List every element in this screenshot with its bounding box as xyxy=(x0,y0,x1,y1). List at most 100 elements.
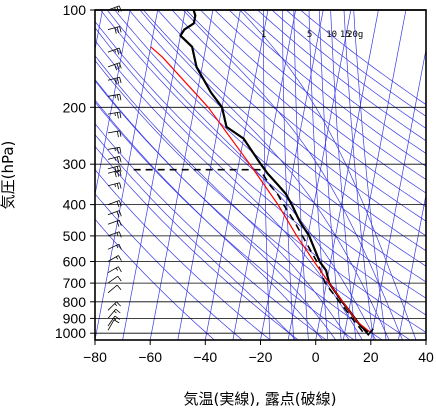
dry-adiabat xyxy=(143,10,426,252)
wind-barb-feather xyxy=(117,147,119,154)
isotherm-line xyxy=(425,338,426,340)
wind-barb-feather xyxy=(115,267,119,271)
wind-barb-staff xyxy=(107,200,120,205)
x-tick-label: 20 xyxy=(363,349,379,365)
wind-barb xyxy=(107,266,122,274)
mixing-ratio-label: 10 xyxy=(326,30,337,40)
wind-barb-feather xyxy=(117,131,119,138)
moist-adiabat xyxy=(182,10,403,340)
wind-barb xyxy=(107,319,120,331)
wind-barb-feather xyxy=(116,284,122,290)
wind-barb-feather xyxy=(114,166,117,173)
moist-adiabat xyxy=(106,10,377,340)
y-tick-label: 300 xyxy=(63,156,87,172)
mixing-ratio-line xyxy=(293,10,309,340)
wind-barb xyxy=(107,308,121,319)
dry-adiabat xyxy=(114,10,426,283)
wind-barb-staff xyxy=(107,130,120,134)
moist-adiabat xyxy=(239,10,417,340)
wind-barb-feather xyxy=(116,245,119,249)
mixing-ratio-line xyxy=(263,10,271,340)
moist-adiabat xyxy=(95,55,350,340)
wind-barb xyxy=(107,111,122,119)
wind-barb-staff xyxy=(107,47,120,53)
wind-barb-staff xyxy=(107,165,120,170)
isotherm-line xyxy=(398,192,426,340)
dry-adiabat xyxy=(200,10,426,194)
wind-barb-feather xyxy=(119,147,122,154)
wind-barb-feather xyxy=(119,165,122,172)
dry-adiabat xyxy=(128,10,426,267)
wind-barb-feather xyxy=(118,62,122,69)
wind-barb-staff xyxy=(107,219,120,225)
isotherm-line xyxy=(95,10,131,197)
wind-barb-feather xyxy=(116,201,120,208)
isotherm-line xyxy=(95,10,159,340)
dry-adiabat xyxy=(95,193,243,340)
wind-barb-feather xyxy=(119,182,122,189)
moist-adiabat xyxy=(95,99,323,340)
wind-barb-feather xyxy=(114,148,116,152)
wind-barb-feather xyxy=(116,48,120,55)
moist-adiabat xyxy=(95,133,297,340)
wind-barb-feather xyxy=(114,112,116,116)
wind-barb-staff xyxy=(107,231,120,237)
isotherm-line xyxy=(260,10,324,340)
wind-barb-feather xyxy=(113,310,117,314)
isotherm-line xyxy=(342,10,407,340)
mixing-ratio-line xyxy=(318,10,342,340)
dry-adiabat xyxy=(95,218,215,340)
wind-barb xyxy=(107,47,122,55)
dry-adiabat xyxy=(95,20,426,316)
wind-barb-staff xyxy=(107,319,115,331)
dry-adiabat xyxy=(95,101,355,340)
wind-barb xyxy=(107,62,122,71)
wind-barb-feather xyxy=(116,232,119,236)
wind-barb-feather xyxy=(118,210,122,217)
wind-barb-feather xyxy=(116,166,120,173)
wind-barb-feather xyxy=(115,256,119,260)
y-tick-label: 200 xyxy=(63,99,87,115)
wind-barb-feather xyxy=(114,171,117,178)
wind-barb-feather xyxy=(114,78,117,85)
isotherm-line xyxy=(122,10,186,340)
wind-barb-staff xyxy=(107,210,120,216)
dry-adiabat xyxy=(100,10,426,299)
wind-barb-feather xyxy=(119,130,122,137)
x-tick-label: 40 xyxy=(418,349,434,365)
wind-barb-feather xyxy=(119,169,122,177)
wind-barb-staff xyxy=(107,62,120,68)
wind-barb-staff xyxy=(107,275,119,284)
dry-adiabat xyxy=(95,169,271,340)
wind-barb-feather xyxy=(119,26,122,33)
wind-barb-feather xyxy=(116,170,120,177)
thermodynamic-lines xyxy=(95,10,426,340)
wind-barb-feather xyxy=(118,219,122,226)
y-tick-label: 900 xyxy=(63,310,87,326)
wind-barb-staff xyxy=(107,76,120,81)
wind-barb-staff xyxy=(107,255,119,262)
wind-barb xyxy=(107,315,121,327)
wind-barb xyxy=(107,155,122,163)
mixing-ratio-label: 20g xyxy=(347,30,363,40)
wind-barb-feather xyxy=(113,317,117,321)
wind-barb-staff xyxy=(107,284,118,294)
wind-barb-feather xyxy=(117,112,119,119)
isotherm-line xyxy=(149,10,214,340)
dry-adiabat xyxy=(95,123,327,340)
wind-barb-feather xyxy=(117,275,122,282)
wind-barb xyxy=(107,210,122,218)
wind-barb-staff xyxy=(107,315,116,327)
y-axis-title: 気圧(hPa) xyxy=(0,141,17,210)
wind-barb-feather xyxy=(116,63,120,70)
wind-barb-feather xyxy=(114,157,116,161)
wind-barb-feather xyxy=(116,183,120,190)
wind-barb-feather xyxy=(116,156,120,163)
x-tick-label: −80 xyxy=(83,349,107,365)
mixing-ratio-label: 1 xyxy=(261,30,266,40)
x-axis-title: 気温(実線), 露点(破線) xyxy=(184,390,337,408)
isotherm-line xyxy=(204,10,269,340)
wind-barb-feather xyxy=(114,183,116,187)
wind-barb xyxy=(107,301,121,311)
